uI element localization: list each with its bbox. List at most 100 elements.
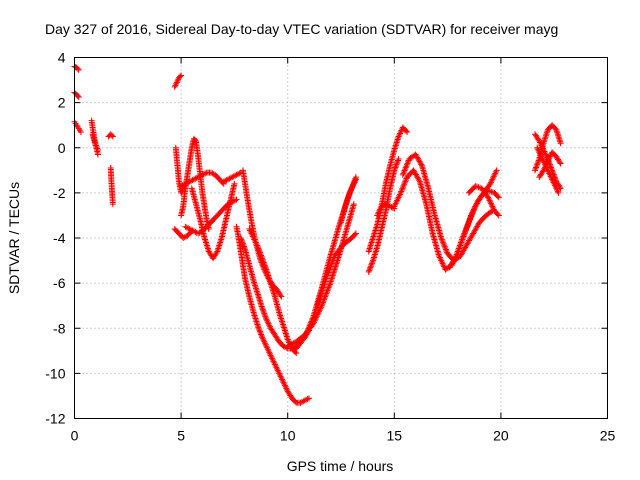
data-point	[261, 310, 268, 317]
data-point	[257, 251, 264, 258]
data-point	[532, 165, 539, 172]
data-point	[262, 263, 269, 270]
data-point	[262, 314, 269, 321]
data-point	[367, 264, 374, 271]
data-point	[459, 235, 466, 241]
plot-frame	[74, 57, 608, 419]
data-point	[177, 73, 184, 80]
data-point	[238, 236, 245, 243]
data-point	[307, 321, 314, 328]
data-point	[213, 249, 220, 256]
series-track-07	[107, 165, 116, 208]
data-point	[352, 176, 359, 183]
x-tick-label: 25	[600, 428, 616, 444]
data-point	[557, 140, 564, 147]
data-point	[402, 164, 409, 171]
data-point	[466, 217, 473, 224]
series-track-10	[171, 225, 195, 241]
series-track-15	[220, 169, 244, 185]
data-point	[416, 177, 423, 184]
data-point	[460, 232, 467, 239]
data-point	[467, 214, 474, 221]
data-point	[369, 258, 376, 265]
data-point	[260, 258, 267, 265]
data-point	[259, 256, 266, 263]
data-point	[441, 242, 448, 249]
series-track-03	[71, 118, 84, 135]
data-point	[464, 222, 471, 229]
data-point	[535, 158, 542, 165]
data-point	[365, 268, 372, 275]
axis-ticks: 420-2-4-6-8-10-120 5 10 15 20 25	[45, 50, 615, 444]
data-point	[307, 319, 314, 326]
data-point	[191, 136, 198, 143]
data-point	[397, 189, 404, 196]
series-track-28	[399, 151, 496, 264]
data-point	[495, 212, 502, 219]
y-tick-label: -10	[45, 365, 65, 381]
data-point	[391, 167, 398, 174]
series-track-22	[314, 230, 359, 309]
data-point	[368, 260, 375, 267]
data-point	[74, 92, 81, 99]
data-point	[534, 161, 541, 168]
data-point	[464, 223, 471, 230]
data-point	[366, 267, 373, 274]
grid	[74, 57, 608, 419]
data-point	[394, 158, 401, 165]
data-point	[304, 328, 311, 335]
data-point	[305, 325, 312, 332]
data-point	[439, 239, 446, 246]
data-point	[532, 167, 539, 174]
data-point	[256, 249, 263, 256]
data-point	[260, 259, 267, 266]
data-point	[304, 395, 311, 402]
data-point	[241, 244, 248, 251]
data-point	[533, 164, 540, 171]
data-point	[403, 127, 410, 134]
data-point	[534, 160, 541, 167]
data-point	[368, 261, 375, 268]
series-track-34	[534, 144, 562, 196]
data-point	[401, 181, 408, 188]
data-point	[392, 164, 399, 171]
data-point	[262, 265, 269, 272]
series-track-23	[338, 176, 359, 226]
data-point	[467, 216, 474, 223]
y-axis-label: SDTVAR / TECUs	[6, 182, 22, 294]
series-track-24	[365, 156, 402, 275]
data-point	[309, 315, 316, 322]
series-track-02	[71, 89, 82, 100]
data-point	[237, 235, 244, 241]
y-tick-label: -8	[53, 320, 66, 336]
data-point	[557, 160, 564, 167]
data-point	[209, 170, 216, 177]
data-point	[240, 243, 247, 250]
data-point	[350, 201, 357, 208]
data-point	[402, 176, 409, 183]
y-tick-label: 0	[58, 140, 66, 156]
chart-title: Day 327 of 2016, Sidereal Day-to-day VTE…	[45, 21, 558, 37]
y-tick-label: 4	[58, 50, 66, 66]
data-point	[471, 204, 478, 211]
data-point	[443, 247, 450, 254]
data-point	[403, 163, 410, 170]
data-point	[470, 207, 477, 214]
data-point	[260, 309, 267, 316]
data-point	[259, 304, 266, 311]
data-point	[255, 325, 262, 332]
x-tick-label: 20	[493, 428, 509, 444]
data-point	[238, 237, 245, 244]
data-point	[306, 324, 313, 331]
x-tick-label: 0	[71, 428, 79, 444]
data-point	[442, 246, 449, 253]
data-point	[259, 255, 266, 262]
data-point	[256, 328, 263, 335]
data-point	[460, 233, 467, 240]
series-track-19	[246, 225, 300, 357]
y-tick-label: -12	[45, 411, 65, 427]
data-point	[471, 206, 478, 213]
data-point	[74, 65, 81, 72]
data-point	[401, 179, 408, 186]
series-track-25	[365, 124, 411, 255]
